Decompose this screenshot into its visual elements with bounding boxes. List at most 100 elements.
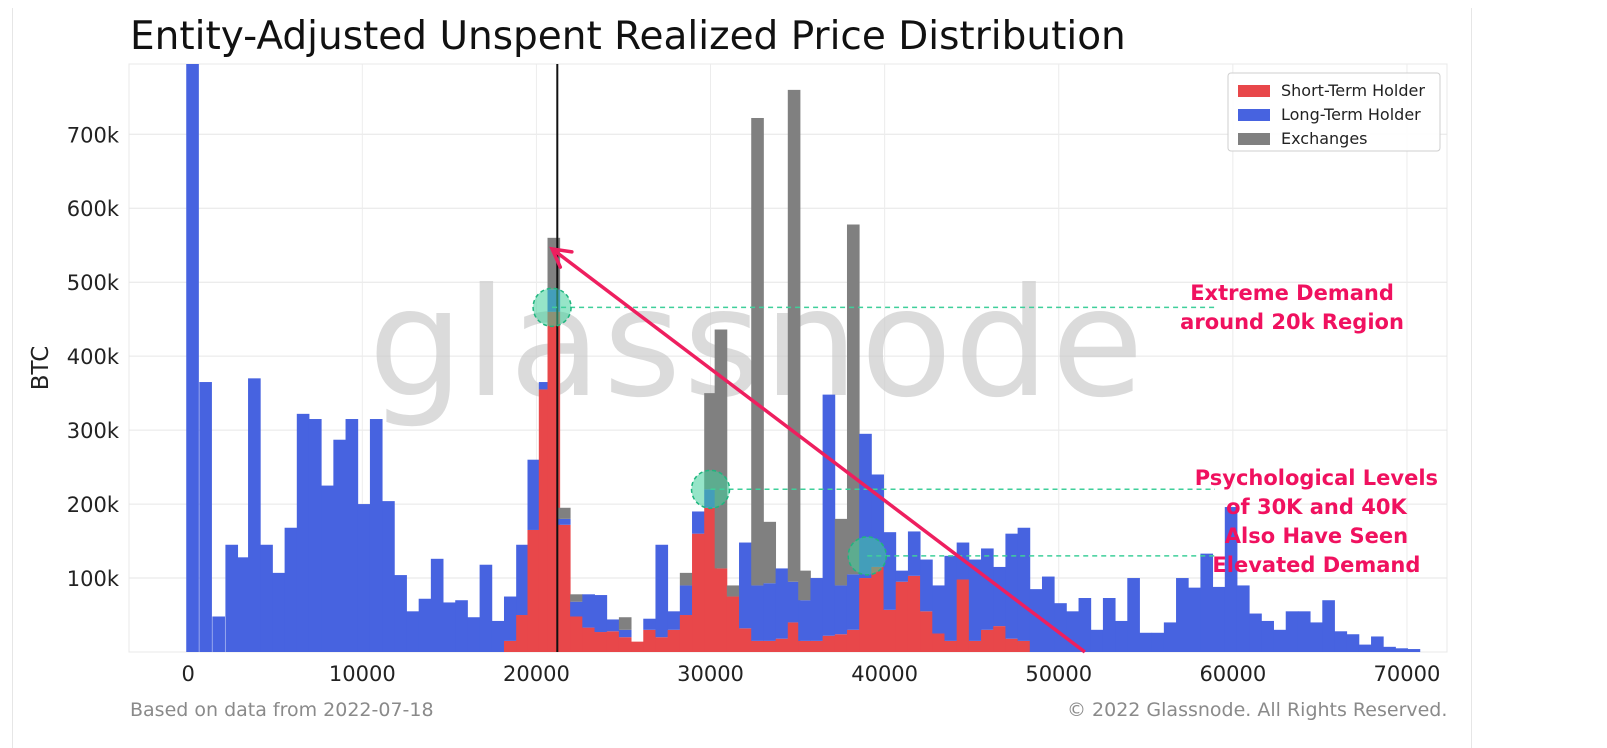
exchange-bar bbox=[751, 117, 764, 586]
lth-bar bbox=[1261, 620, 1274, 652]
lth-bar bbox=[907, 531, 921, 576]
sth-bar bbox=[570, 616, 583, 652]
lth-bar bbox=[1127, 578, 1140, 652]
chart-legend: Short-Term Holder Long-Term Holder Exchang… bbox=[1227, 72, 1441, 152]
lth-bar bbox=[1078, 598, 1092, 652]
lth-bar bbox=[883, 532, 897, 610]
y-tick-label: 300k bbox=[67, 419, 120, 443]
exchange-bar bbox=[618, 617, 632, 630]
exchange-bar bbox=[704, 393, 717, 490]
lth-bar bbox=[321, 485, 334, 652]
lth-bar bbox=[1005, 533, 1019, 639]
lth-bar bbox=[1151, 632, 1165, 652]
sth-bar bbox=[920, 611, 933, 652]
lth-bar bbox=[822, 394, 836, 636]
sth-bar bbox=[859, 578, 872, 652]
data-date-note: Based on data from 2022-07-18 bbox=[130, 699, 434, 721]
lth-bar bbox=[455, 600, 468, 652]
lth-bar bbox=[212, 616, 225, 652]
lth-bar bbox=[775, 568, 789, 639]
x-tick-label: 60000 bbox=[1199, 662, 1266, 686]
sth-bar bbox=[692, 533, 705, 652]
lth-bar bbox=[618, 629, 632, 638]
legend-swatch bbox=[1238, 85, 1270, 97]
lth-bar bbox=[1407, 649, 1421, 652]
lth-bar bbox=[594, 595, 608, 633]
lth-bar bbox=[1054, 603, 1067, 652]
lth-bar bbox=[570, 601, 583, 617]
sth-bar bbox=[834, 634, 848, 652]
lth-bar bbox=[810, 578, 824, 641]
annotation-text: of 30K and 40K bbox=[1226, 495, 1407, 519]
sth-bar bbox=[643, 629, 656, 652]
lth-bar bbox=[981, 548, 994, 630]
lth-bar bbox=[1371, 636, 1384, 652]
chart-bars bbox=[186, 64, 1421, 652]
sth-bar bbox=[775, 638, 789, 652]
sth-bar bbox=[679, 615, 693, 652]
lth-bar bbox=[643, 618, 656, 630]
lth-bar bbox=[1224, 507, 1238, 652]
sth-bar bbox=[751, 640, 764, 652]
sth-bar bbox=[714, 568, 728, 652]
lth-bar bbox=[248, 378, 261, 652]
lth-bar bbox=[920, 559, 933, 612]
y-tick-label: 100k bbox=[67, 567, 120, 591]
annotation-text: around 20k Region bbox=[1180, 310, 1404, 334]
legend-box bbox=[1227, 72, 1441, 152]
lth-bar bbox=[538, 382, 552, 390]
exchange-bar bbox=[846, 224, 860, 575]
lth-bar bbox=[1334, 631, 1348, 652]
lth-bar bbox=[798, 600, 811, 641]
lth-bar bbox=[1383, 646, 1396, 652]
chart-annotations: Extreme Demand around 20k Region Psycholog… bbox=[532, 246, 1438, 654]
lth-bar bbox=[1322, 600, 1335, 652]
lth-bar bbox=[968, 559, 982, 641]
legend-label: Exchanges bbox=[1281, 129, 1368, 148]
lth-bar bbox=[1017, 527, 1031, 641]
lth-bar bbox=[333, 439, 346, 652]
lth-bar bbox=[235, 557, 249, 652]
lth-bar bbox=[1358, 644, 1372, 652]
sth-bar bbox=[606, 631, 620, 652]
lth-bar bbox=[382, 501, 395, 652]
lth-bar bbox=[993, 566, 1006, 627]
exchange-bar bbox=[679, 572, 693, 586]
legend-swatch bbox=[1238, 133, 1270, 145]
lth-bar bbox=[692, 511, 705, 534]
lth-bar bbox=[1115, 620, 1128, 652]
sth-bar bbox=[907, 575, 921, 652]
sth-bar bbox=[582, 627, 595, 652]
lth-bar bbox=[296, 413, 310, 652]
lth-bar bbox=[1041, 576, 1055, 652]
chart-title: Entity-Adjusted Unspent Realized Price D… bbox=[130, 14, 1126, 59]
x-tick-label: 0 bbox=[182, 662, 195, 686]
lth-bar bbox=[846, 574, 860, 630]
lth-bar bbox=[284, 527, 298, 652]
sth-bar bbox=[667, 629, 681, 652]
exchange-bar bbox=[557, 507, 571, 519]
sth-bar bbox=[787, 622, 801, 652]
lth-bar bbox=[260, 544, 273, 652]
lth-bar bbox=[308, 419, 322, 652]
annotation-text: Elevated Demand bbox=[1212, 553, 1420, 577]
lth-bar bbox=[345, 419, 359, 652]
lth-bar bbox=[199, 382, 212, 652]
sth-bar bbox=[618, 637, 632, 652]
exchange-bar bbox=[787, 89, 801, 582]
lth-bar bbox=[1310, 622, 1323, 652]
exchange-bar bbox=[834, 518, 848, 586]
sth-bar bbox=[956, 579, 970, 652]
exchange-bar bbox=[798, 570, 811, 601]
lth-bar bbox=[430, 558, 444, 652]
lth-bar bbox=[787, 581, 801, 623]
lth-bar bbox=[1139, 632, 1153, 652]
exchange-bar bbox=[570, 594, 583, 602]
lth-bar bbox=[1285, 611, 1299, 652]
lth-bar bbox=[557, 518, 571, 525]
y-axis-label: BTC bbox=[28, 346, 54, 391]
lth-bar bbox=[225, 544, 239, 652]
sth-bar bbox=[726, 596, 740, 652]
chart-axes: 100k 200k 300k 400k 500k 600k 700k 0 10000 20000 3… bbox=[28, 123, 1440, 686]
